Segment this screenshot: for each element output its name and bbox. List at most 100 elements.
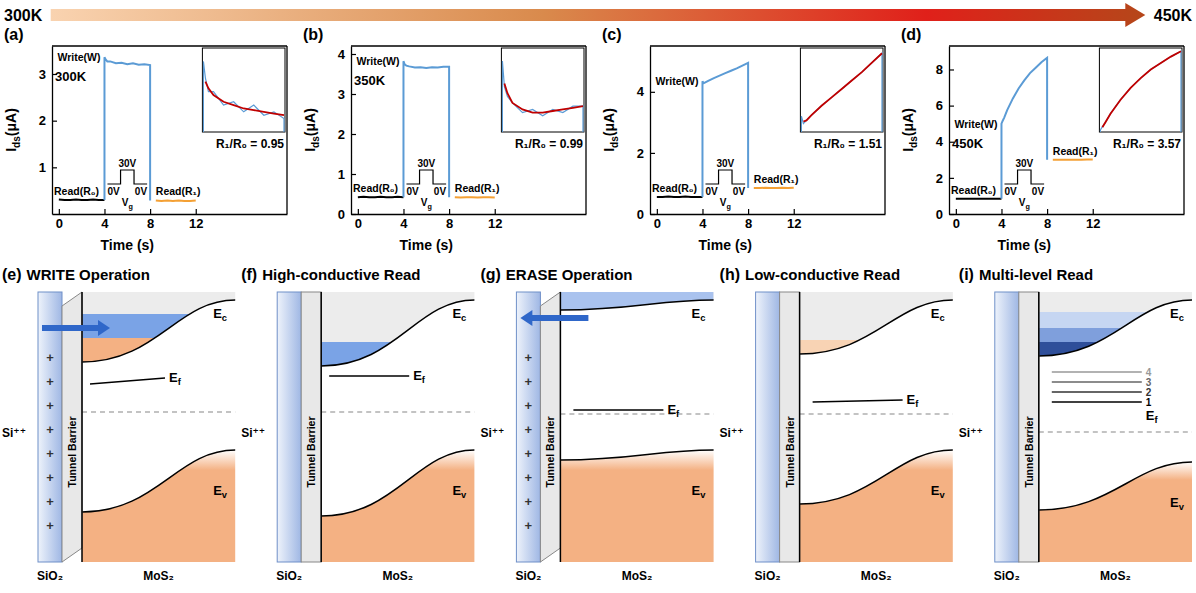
pulse-label: 0V	[434, 186, 447, 197]
valence-band-region	[82, 450, 235, 562]
band-diagram: (i)Multi-level Read1234Tunnel BarrierSi⁺…	[959, 266, 1192, 583]
y-tick-label: 4	[338, 47, 346, 62]
header-start: 300K	[4, 7, 43, 24]
subscript: v	[939, 490, 945, 500]
y-tick: 6	[936, 98, 954, 113]
level-label: 1	[1146, 397, 1152, 408]
frame-right	[1183, 46, 1184, 214]
series-label: Read(R₀)	[652, 182, 697, 194]
ratio-annotation: R₁/R₀ = 0.95	[216, 137, 284, 151]
charge-sign: +	[525, 374, 533, 389]
panel-letter: (c)	[602, 26, 622, 43]
fermi-level	[90, 378, 165, 384]
frame-top	[949, 45, 1184, 46]
fermi-level	[329, 375, 409, 377]
panel-letter: (g)	[480, 266, 500, 283]
oxide-label: SiO₂	[37, 569, 63, 583]
panel-letter: (h)	[720, 266, 740, 283]
subscript: f	[1154, 415, 1158, 425]
subscript: f	[915, 399, 919, 409]
panel-letter: (a)	[4, 26, 24, 43]
pulse-label: 30V	[1015, 158, 1033, 169]
x-axis-title: Time (s)	[998, 237, 1051, 253]
x-tick-label: 12	[787, 216, 801, 231]
gate-label: Si⁺⁺	[2, 426, 26, 440]
pulse-label: 0V	[107, 186, 120, 197]
panel: 04812123Time (s)Ids(μA)Read(R₀)Write(W)R…	[3, 46, 288, 593]
x-tick-label: 0	[56, 216, 63, 231]
valence-band-edge	[800, 450, 953, 504]
series-line	[156, 199, 196, 201]
inset-line	[1100, 51, 1181, 132]
channel-label: MoS₂	[382, 569, 413, 583]
y-tick-mark	[949, 106, 954, 107]
x-tick: 8	[446, 209, 453, 231]
y-tick: 4	[637, 84, 655, 99]
channel-label: MoS₂	[622, 569, 653, 583]
tunnel-barrier	[301, 292, 321, 562]
panel-letter: (e)	[2, 266, 22, 283]
pulse-label: 0V	[733, 186, 746, 197]
band-label: Ev	[213, 483, 228, 500]
x-tick-mark	[657, 209, 658, 214]
charge-sign: +	[525, 398, 533, 413]
x-axis: 04812	[53, 209, 288, 231]
inset-frame	[800, 48, 883, 132]
y-tick-mark	[949, 69, 954, 70]
frame-right	[585, 46, 586, 214]
x-tick: 12	[488, 209, 502, 231]
subscript: c	[222, 313, 227, 323]
x-tick-label: 0	[355, 216, 362, 231]
x-tick-label: 12	[189, 216, 203, 231]
x-tick: 4	[101, 209, 109, 231]
series-line	[358, 196, 404, 198]
x-tick-mark	[495, 209, 496, 214]
interface	[81, 292, 83, 562]
oxide	[756, 292, 780, 562]
pulse-label: 0V	[1032, 186, 1045, 197]
x-tick-label: 12	[1086, 216, 1100, 231]
y-tick-mark	[949, 214, 954, 215]
midgap-line	[321, 411, 474, 412]
text-part: E	[1170, 495, 1179, 510]
text-part: (μA)	[601, 108, 617, 136]
y-axis: 0 2 4	[637, 47, 655, 222]
ratio-annotation: R₁/R₀ = 0.99	[515, 137, 583, 151]
y-tick-label: 0	[637, 207, 644, 222]
x-tick-label: 4	[699, 216, 707, 231]
y-tick-label: 4	[936, 134, 944, 149]
oxide-label: SiO₂	[276, 569, 302, 583]
pulse-label: Vg	[122, 197, 133, 211]
level-line	[1052, 381, 1142, 383]
pulse-waveform	[406, 170, 446, 184]
x-tick-mark	[104, 209, 105, 214]
series-label: Read(R₁)	[1053, 145, 1098, 157]
diagram-title: WRITE Operation	[27, 266, 150, 283]
x-tick-label: 4	[101, 216, 109, 231]
x-tick-label: 0	[953, 216, 960, 231]
pulse-label: 0V	[705, 186, 718, 197]
pulse-label: 30V	[118, 158, 136, 169]
valence-band-region	[800, 450, 953, 562]
tunnel-arrow-head	[98, 320, 110, 336]
y-tick-mark	[52, 167, 57, 168]
barrier-label: Tunnel Barrier	[1023, 417, 1035, 488]
gate-label: Si⁺⁺	[959, 426, 983, 440]
valence-band-region	[1039, 462, 1192, 562]
gate-pulse: 30V0V0VVg	[1004, 158, 1044, 211]
interface	[320, 292, 322, 562]
text-part: E	[213, 483, 222, 498]
y-tick: 0	[338, 207, 356, 222]
channel-label: MoS₂	[861, 569, 892, 583]
oxide-label: SiO₂	[755, 569, 781, 583]
header-end: 450K	[1154, 7, 1193, 24]
y-tick-label: 0	[936, 207, 943, 222]
y-tick: 2	[637, 146, 655, 161]
y-tick-mark	[650, 92, 655, 93]
x-tick-mark	[403, 209, 404, 214]
valence-band-edge	[321, 450, 474, 516]
x-tick-mark	[748, 209, 749, 214]
subscript: v	[222, 490, 228, 500]
inset-frame	[202, 48, 285, 132]
series-line	[104, 57, 150, 200]
